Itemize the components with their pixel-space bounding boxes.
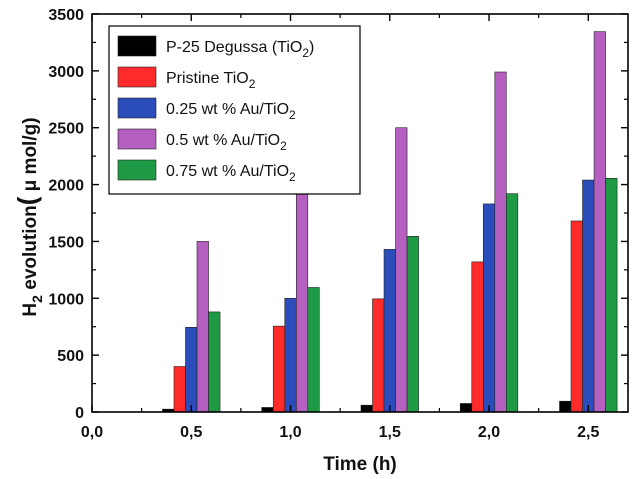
legend-label-1: P-25 Degussa (TiO2) (166, 39, 314, 60)
legend-label-4: 0.5 wt % Au/TiO2 (166, 132, 287, 153)
legend-swatch-2 (117, 66, 157, 88)
y-tick-label: 0 (75, 405, 84, 422)
legend-label-5: 0.75 wt % Au/TiO2 (166, 163, 296, 184)
bar-series-1-x-1-5 (360, 404, 373, 413)
y-tick-label: 2500 (48, 121, 84, 138)
bar-series-5-x-2 (506, 193, 519, 413)
y-axis-title-main: H (20, 303, 41, 317)
y-tick-label: 3000 (48, 64, 84, 81)
legend-swatch-5 (117, 159, 157, 181)
bar-series-5-x-2-5 (605, 178, 618, 413)
bar-series-2-x-2-5 (570, 220, 583, 413)
legend-label-3: 0.25 wt % Au/TiO2 (166, 101, 296, 122)
bar-series-2-x-0-5 (173, 366, 186, 413)
y-tick-label: 1000 (48, 291, 84, 308)
x-tick-label: 2,5 (577, 424, 599, 441)
x-tick-label: 1,5 (379, 424, 401, 441)
bars-group (162, 31, 618, 413)
bar-series-1-x-2-5 (559, 400, 572, 413)
bar-series-4-x-2-5 (593, 31, 606, 413)
legend: P-25 Degussa (TiO2) Pristine TiO2 0.25 wt … (108, 25, 361, 195)
x-tick-label: 2,0 (478, 424, 500, 441)
x-tick-label: 0,5 (180, 424, 202, 441)
x-axis-title: Time (h) (323, 454, 397, 475)
bar-series-4-x-2 (494, 71, 507, 413)
bar-series-3-x-0-5 (185, 326, 198, 413)
legend-label-2: Pristine TiO2 (166, 70, 256, 91)
bar-series-4-x-1 (295, 189, 309, 413)
y-axis-title: H2 evolution( μ mol/g) (12, 117, 45, 316)
bar-series-1-x-2 (459, 403, 473, 413)
bar-series-5-x-1 (307, 287, 320, 413)
bar-series-3-x-1-5 (383, 249, 396, 413)
legend-swatch-1 (117, 35, 157, 57)
bar-series-5-x-0-5 (208, 311, 221, 413)
y-axis-title-paren: ( (12, 196, 42, 205)
legend-swatch-3 (117, 97, 157, 119)
bar-series-3-x-2 (482, 203, 496, 413)
x-tick-label: 0,0 (81, 424, 103, 441)
y-axis-title-subscript: 2 (29, 295, 45, 303)
y-axis-title-rest: evolution (20, 205, 41, 295)
bar-series-5-x-1-5 (406, 236, 419, 413)
bar-series-2-x-1-5 (372, 298, 385, 413)
bar-series-2-x-2 (471, 261, 484, 413)
bar-series-3-x-1 (284, 297, 297, 413)
y-tick-label: 3500 (48, 7, 84, 24)
y-axis-title-unit: μ mol/g) (20, 117, 41, 196)
bar-series-4-x-0-5 (196, 241, 209, 413)
y-tick-label: 500 (57, 348, 84, 365)
y-tick-label: 2000 (48, 178, 84, 195)
legend-swatch-4 (117, 128, 157, 150)
bar-series-3-x-2-5 (582, 179, 595, 413)
y-tick-label: 1500 (48, 234, 84, 251)
ticks-group: 0 500 1000 1500 2000 2500 3000 3500 0,0 0,5 1,0 1,5… (48, 7, 628, 441)
bar-series-4-x-1-5 (395, 127, 408, 413)
x-tick-label: 1,0 (279, 424, 301, 441)
bar-series-2-x-1 (272, 325, 286, 413)
